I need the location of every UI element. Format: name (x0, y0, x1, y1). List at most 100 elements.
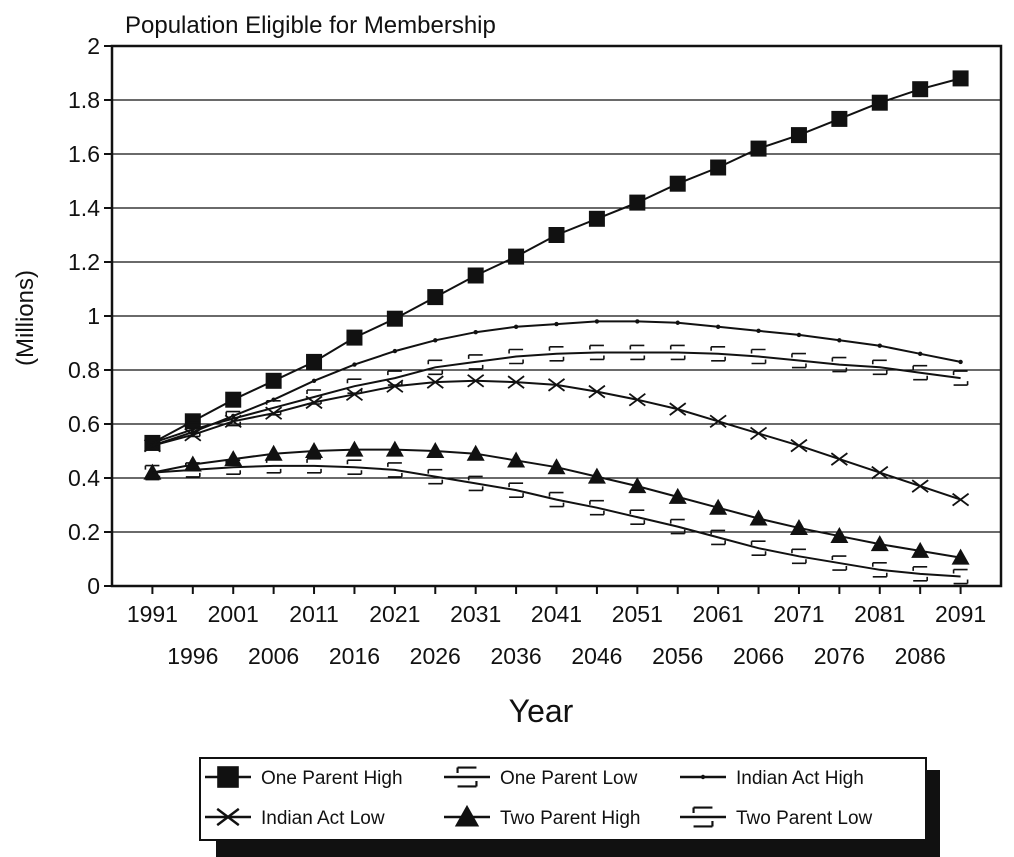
legend-entry: One Parent Low (444, 766, 638, 789)
y-axis-title: (Millions) (12, 270, 39, 366)
data-point (628, 477, 647, 494)
data-point (224, 414, 242, 429)
data-point (427, 359, 444, 376)
data-point (675, 320, 680, 325)
x-tick-label: 2086 (895, 643, 946, 669)
data-point (507, 375, 525, 389)
data-point (306, 353, 323, 370)
data-point (588, 210, 605, 227)
data-point (346, 459, 363, 475)
data-point (912, 566, 928, 582)
data-point (547, 378, 566, 392)
series-one-parent-high (144, 70, 969, 451)
data-point (306, 389, 322, 405)
legend-label: One Parent High (261, 768, 403, 789)
data-point (871, 562, 888, 578)
x-tick-label: 2046 (571, 643, 622, 669)
data-point (870, 535, 889, 552)
x-tick-label: 2076 (814, 643, 865, 669)
x-axis: 1991 2001 2011 2021 2031 2041 2051 2061 2071 2081… (127, 586, 986, 669)
x-axis-title: Year (509, 693, 574, 729)
data-point (587, 467, 606, 484)
data-point (589, 344, 605, 361)
data-point (628, 392, 646, 407)
x-tick-label: 2066 (733, 643, 784, 669)
data-point (715, 324, 721, 329)
y-tick-label: 0.2 (68, 519, 100, 545)
data-point (426, 442, 445, 458)
series-two-parent-high (143, 440, 970, 565)
x-tick-label: 2081 (854, 601, 905, 627)
data-point (958, 359, 963, 365)
legend-label: Indian Act High (736, 768, 864, 789)
y-tick-label: 0 (87, 573, 100, 599)
x-tick-label: 2006 (248, 643, 299, 669)
data-point (749, 509, 768, 526)
data-point (467, 354, 484, 370)
data-point (508, 348, 524, 365)
data-point (790, 127, 807, 144)
legend-label: One Parent Low (500, 768, 638, 789)
data-point (513, 324, 519, 329)
data-point (185, 462, 201, 478)
data-point (306, 458, 322, 474)
legend-marker (692, 806, 714, 828)
data-point (264, 444, 283, 461)
data-point (710, 529, 726, 546)
x-tick-label: 2051 (612, 601, 663, 627)
legend-box (199, 757, 927, 841)
data-point (392, 348, 398, 354)
data-point (467, 475, 484, 492)
data-point (473, 330, 478, 335)
legend-label: Two Parent Low (736, 808, 873, 829)
data-point (427, 468, 444, 485)
data-point (507, 451, 526, 468)
data-point (225, 391, 242, 408)
x-tick-label: 2011 (289, 601, 338, 627)
y-tick-label: 2 (87, 33, 100, 59)
data-point (548, 491, 565, 508)
legend-label: Indian Act Low (261, 808, 385, 829)
data-point (709, 498, 728, 515)
legend-entry: Two Parent Low (680, 806, 873, 829)
data-point (352, 362, 357, 367)
data-point (911, 479, 929, 493)
data-point (831, 555, 848, 571)
data-point (231, 413, 236, 419)
data-point (271, 397, 276, 402)
data-point (387, 462, 403, 478)
data-point (831, 356, 848, 373)
data-point (952, 70, 969, 87)
data-point (225, 459, 242, 475)
data-point (750, 140, 767, 157)
y-tick-label: 0.6 (68, 411, 100, 437)
y-tick-label: 0.8 (68, 357, 100, 383)
data-point (669, 518, 686, 535)
data-point (554, 321, 559, 327)
x-tick-label: 2061 (693, 601, 744, 627)
data-point (467, 374, 485, 388)
data-point (466, 444, 485, 461)
data-point (831, 110, 848, 127)
legend-entry: Two Parent High (444, 804, 640, 829)
y-axis: 0 0.2 0.4 0.6 0.8 1 1.2 1.4 1.6 1.8 2 (68, 33, 112, 599)
data-point (952, 568, 969, 585)
data-point (144, 464, 161, 481)
data-point (877, 343, 882, 348)
data-point (589, 499, 605, 516)
data-point (224, 450, 243, 467)
series-line (152, 351, 961, 444)
data-point (345, 387, 363, 402)
series-line (152, 464, 961, 578)
x-tick-label: 1991 (127, 601, 178, 627)
data-point (345, 440, 364, 457)
series-two-parent-low (144, 458, 969, 585)
data-point (547, 458, 566, 475)
data-point (184, 413, 201, 430)
y-tick-label: 1.4 (68, 195, 100, 221)
data-point (830, 527, 849, 544)
data-point (386, 310, 403, 327)
data-point (709, 414, 727, 429)
x-tick-label: 2091 (935, 601, 986, 627)
data-point (305, 395, 323, 410)
